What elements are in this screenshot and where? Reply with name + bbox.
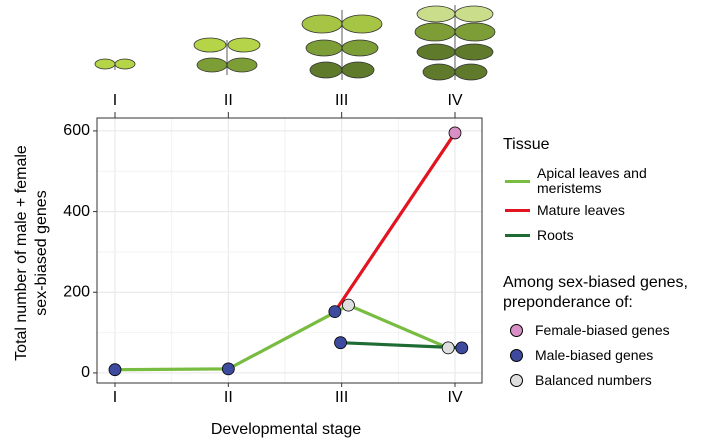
legend-item: Balanced numbers (505, 373, 720, 388)
legend-label: Female-biased genes (535, 322, 670, 338)
legend-label: Male-biased genes (535, 347, 654, 363)
x-tick-label: III (335, 389, 348, 406)
series-line (114, 303, 449, 372)
x-tick-label: IV (447, 389, 462, 406)
legend-swatch (510, 324, 523, 337)
legend-item: Male-biased genes (505, 348, 720, 363)
y-tick-label: 0 (81, 364, 90, 381)
tissue-legend: Tissue Apical leaves and meristems Mature… (503, 136, 647, 243)
x-tick-label-top: III (335, 92, 348, 109)
legend-title: Tissue (503, 136, 550, 153)
y-axis-label: sex-biased genes (33, 190, 50, 315)
legend-swatch (505, 209, 530, 212)
data-point (108, 363, 122, 377)
data-point (455, 341, 469, 355)
legend-item: Roots (505, 228, 705, 243)
legend-swatch (505, 234, 530, 237)
legend-label: Mature leaves (537, 202, 625, 218)
data-point (448, 126, 462, 140)
series-line (333, 132, 457, 313)
data-point (342, 298, 355, 312)
x-axis-label: Developmental stage (211, 421, 361, 438)
data-point (334, 336, 347, 350)
legend-label: Roots (537, 227, 574, 243)
legend-swatch (505, 179, 530, 183)
y-tick-label: 200 (63, 283, 90, 300)
plot-border (96, 117, 483, 384)
y-tick-label: 600 (63, 122, 90, 139)
legend-label: Balanced numbers (535, 372, 652, 388)
plant-illustrations (94, 5, 496, 81)
data-point (441, 341, 455, 355)
x-tick-label-top: II (224, 92, 233, 109)
y-axis-label: Total number of male + female (13, 145, 30, 361)
legend-label: Apical leaves and meristems (537, 165, 647, 196)
legend-item: Female-biased genes (505, 323, 720, 338)
data-point (328, 305, 342, 319)
x-tick-label-top: IV (447, 92, 462, 109)
legend-title: Among sex-biased genes, preponderance of… (503, 274, 688, 311)
y-tick-label: 400 (63, 203, 90, 220)
legend-swatch (510, 374, 523, 387)
data-point (221, 362, 235, 376)
x-tick-label-top: I (113, 92, 117, 109)
x-tick-label: I (113, 389, 117, 406)
legend-item: Mature leaves (505, 203, 705, 218)
legend-swatch (510, 349, 523, 362)
legend-item: Apical leaves and meristems (505, 166, 705, 196)
marker-legend: Among sex-biased genes, preponderance of… (503, 273, 718, 388)
series-line (340, 341, 462, 350)
x-tick-label: II (224, 389, 233, 406)
